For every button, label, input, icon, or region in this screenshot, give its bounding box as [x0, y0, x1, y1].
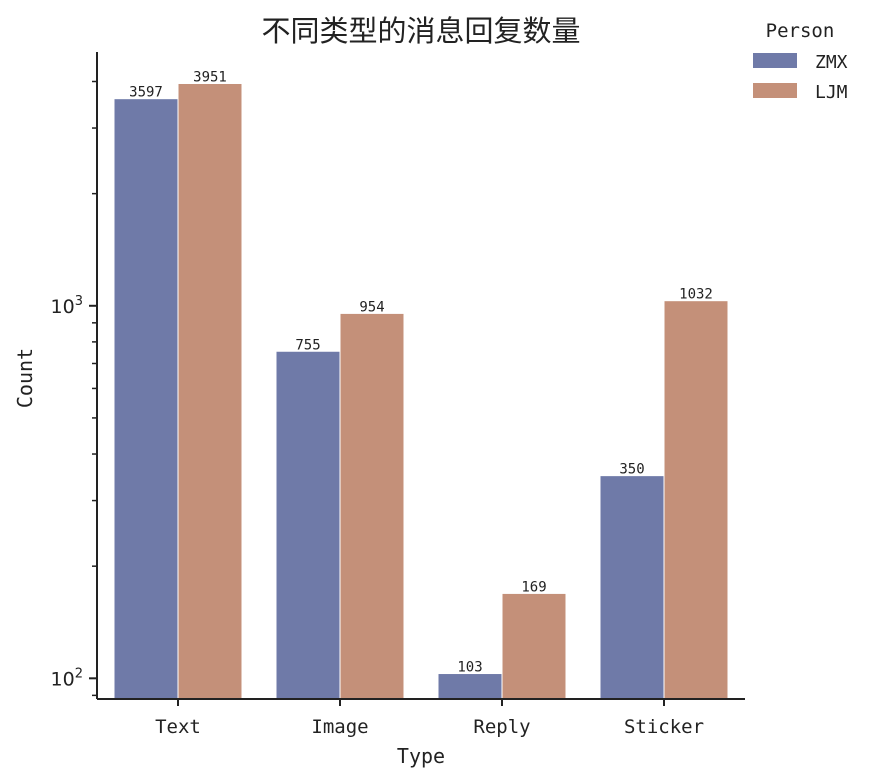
bar-ljm-text — [177, 82, 243, 700]
axes-group — [96, 52, 745, 700]
bar-ljm-sticker — [663, 300, 729, 700]
bar-value-label: 954 — [359, 299, 384, 315]
legend-swatch-ljm — [753, 83, 797, 98]
legend-title: Person — [766, 20, 835, 42]
y-ticks-group: 102 103 — [51, 80, 97, 697]
bar-value-label: 755 — [295, 337, 320, 353]
bar-value-label: 3951 — [193, 69, 227, 85]
legend-entry-ljm: LJM — [815, 82, 848, 103]
bar-zmx-sticker — [599, 475, 665, 700]
bar-value-label: 169 — [521, 579, 546, 595]
legend-swatch-zmx — [753, 53, 797, 68]
chart-title: 不同类型的消息回复数量 — [261, 14, 580, 48]
bar-zmx-text — [113, 98, 179, 700]
legend-entry-zmx: ZMX — [815, 52, 848, 73]
legend: Person ZMX LJM — [753, 20, 848, 103]
bar-value-label: 350 — [619, 462, 644, 478]
x-axis-label: Type — [397, 744, 445, 768]
y-tick-label: 102 — [51, 666, 83, 690]
x-tick-label: Text — [155, 716, 201, 738]
x-ticks-group: Text Image Reply Sticker — [155, 699, 704, 738]
bar-zmx-image — [275, 350, 341, 700]
bar-value-label: 103 — [457, 660, 482, 676]
bar-ljm-image — [339, 312, 405, 700]
bar-value-label: 1032 — [679, 287, 713, 303]
x-tick-label: Image — [311, 716, 368, 738]
bars-group — [113, 82, 729, 700]
y-axis-label: Count — [13, 348, 37, 408]
bar-value-label: 3597 — [129, 85, 163, 101]
x-tick-label: Sticker — [624, 716, 704, 738]
bar-zmx-reply — [437, 673, 503, 700]
y-tick-label: 103 — [51, 294, 83, 318]
x-tick-label: Reply — [473, 716, 530, 738]
bar-labels-group: 3597 3951 755 954 103 169 350 1032 — [129, 69, 713, 675]
bar-ljm-reply — [501, 592, 567, 700]
